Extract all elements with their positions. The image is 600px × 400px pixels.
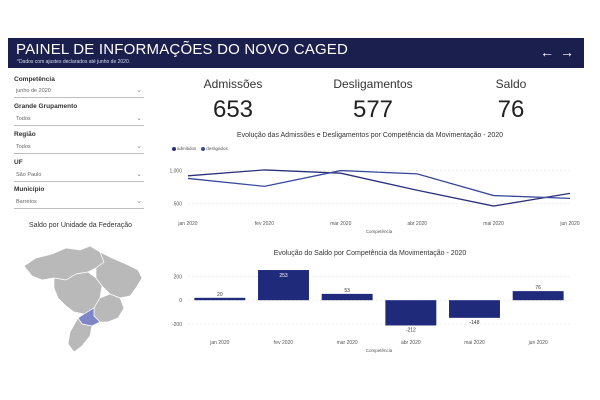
x-tick-label: mai 2020 (483, 221, 504, 227)
series-line-desligados[interactable] (187, 169, 571, 200)
x-tick-label: abr 2020 (401, 340, 421, 346)
filter-select-regiao[interactable]: Todos ⌄ (14, 142, 144, 154)
brazil-map[interactable] (14, 236, 154, 356)
x-tick-label: jan 2020 (209, 340, 229, 346)
filter-value: Todos (16, 144, 31, 150)
map-region-south[interactable] (67, 317, 93, 353)
bar-chart-title: Evolução do Saldo por Competência da Mov… (273, 250, 467, 257)
kpi-label-saldo: Saldo (495, 77, 527, 91)
y-tick-label: 200 (174, 274, 183, 280)
data-label: 76 (535, 285, 541, 291)
bar[interactable] (321, 293, 373, 301)
filter-label-municipio: Município (14, 186, 45, 193)
bar[interactable] (512, 291, 564, 301)
filter-select-grande-grupamento[interactable]: Todos ⌄ (14, 114, 144, 126)
line-chart-legend: admitidos desligados (172, 146, 231, 151)
filter-select-competencia[interactable]: junho de 2020 ⌄ (14, 86, 144, 98)
filter-value: Barretos (16, 199, 37, 205)
series-line-admitidos[interactable] (187, 169, 571, 207)
y-tick-label: 500 (174, 201, 183, 207)
map-title: Saldo por Unidade da Federação (28, 222, 133, 229)
legend-label: admitidos (177, 146, 197, 151)
x-tick-label: abr 2020 (407, 221, 427, 227)
filter-value: São Paulo (16, 172, 42, 178)
filter-select-uf[interactable]: São Paulo ⌄ (14, 170, 144, 182)
filter-select-municipio[interactable]: Barretos ⌄ (14, 197, 144, 209)
filter-label-grande-grupamento: Grande Grupamento (14, 103, 78, 110)
kpi-label-admissoes: Admissões (203, 77, 263, 91)
bar[interactable] (194, 297, 246, 301)
x-tick-label: mar 2020 (337, 340, 358, 346)
legend-dot-icon (201, 146, 206, 151)
data-label: 253 (279, 273, 288, 279)
page-subtitle: *Dados com ajustes declarados até junho … (17, 59, 131, 65)
y-tick-label: 1,000 (169, 169, 182, 175)
x-axis-label: Competência (366, 348, 393, 353)
chevron-down-icon: ⌄ (136, 143, 142, 150)
dashboard-header: PAINEL DE INFORMAÇÕES DO NOVO CAGED *Dad… (8, 38, 584, 68)
bar[interactable] (258, 270, 309, 301)
kpi-value-saldo: 76 (497, 96, 525, 123)
forward-arrow-icon[interactable]: → (560, 44, 574, 60)
y-tick-label: -200 (172, 322, 182, 328)
x-tick-label: jun 2020 (528, 340, 548, 346)
x-tick-label: fev 2020 (255, 221, 274, 227)
data-label: 20 (217, 292, 223, 298)
x-axis-label: Competência (366, 229, 393, 234)
chevron-down-icon: ⌄ (136, 115, 142, 122)
line-chart[interactable]: 1,000 500 jan 2020 fev 2020 mar 2020 abr 2020… (160, 150, 580, 240)
x-tick-label: mar 2020 (330, 221, 351, 227)
y-tick-label: 0 (179, 298, 182, 304)
data-label: -212 (406, 327, 416, 333)
data-label: -148 (469, 320, 479, 326)
bar[interactable] (449, 300, 500, 318)
filter-label-regiao: Região (14, 131, 36, 138)
filter-label-uf: UF (14, 159, 23, 166)
legend-label: desligados (206, 146, 228, 151)
line-chart-title: Evolução das Admissões e Desligamentos p… (236, 132, 504, 139)
filter-label-competencia: Competência (14, 76, 55, 83)
filter-value: junho de 2020 (16, 88, 51, 94)
chevron-down-icon: ⌄ (136, 171, 142, 178)
page-title: PAINEL DE INFORMAÇÕES DO NOVO CAGED (16, 41, 349, 58)
bar[interactable] (385, 300, 437, 326)
back-arrow-icon[interactable]: ← (540, 44, 554, 60)
kpi-value-desligamentos: 577 (352, 96, 394, 123)
map-region-northeast[interactable] (95, 251, 143, 299)
chevron-down-icon: ⌄ (136, 198, 142, 205)
x-tick-label: fev 2020 (274, 340, 293, 346)
x-tick-label: jun 2020 (559, 221, 579, 227)
chevron-down-icon: ⌄ (136, 87, 142, 94)
kpi-value-admissoes: 653 (212, 96, 254, 123)
x-tick-label: mai 2020 (464, 340, 485, 346)
data-label: 53 (344, 288, 350, 294)
legend-item-desligados[interactable]: desligados (201, 146, 228, 151)
legend-dot-icon (172, 146, 176, 151)
bar-chart[interactable]: 200 0 -200 20 jan 2020 253 fev 2020 53 mar 2020 -… (160, 262, 580, 358)
kpi-label-desligamentos: Desligamentos (333, 77, 413, 91)
legend-item-admitidos[interactable]: admitidos (172, 146, 196, 151)
filter-value: Todos (16, 116, 31, 122)
x-tick-label: jan 2020 (177, 221, 197, 227)
